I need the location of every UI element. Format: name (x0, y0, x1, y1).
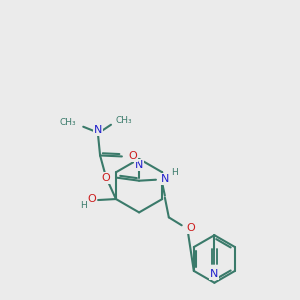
Text: N: N (94, 124, 102, 135)
Text: O: O (187, 223, 195, 233)
Text: N: N (210, 269, 219, 279)
Text: CH₃: CH₃ (116, 116, 133, 125)
Text: N: N (161, 174, 169, 184)
Text: O: O (88, 194, 97, 204)
Text: O: O (102, 173, 110, 183)
Text: N: N (135, 160, 143, 170)
Text: CH₃: CH₃ (60, 118, 76, 127)
Text: H: H (80, 202, 87, 211)
Text: O: O (129, 152, 138, 161)
Text: H: H (171, 168, 178, 177)
